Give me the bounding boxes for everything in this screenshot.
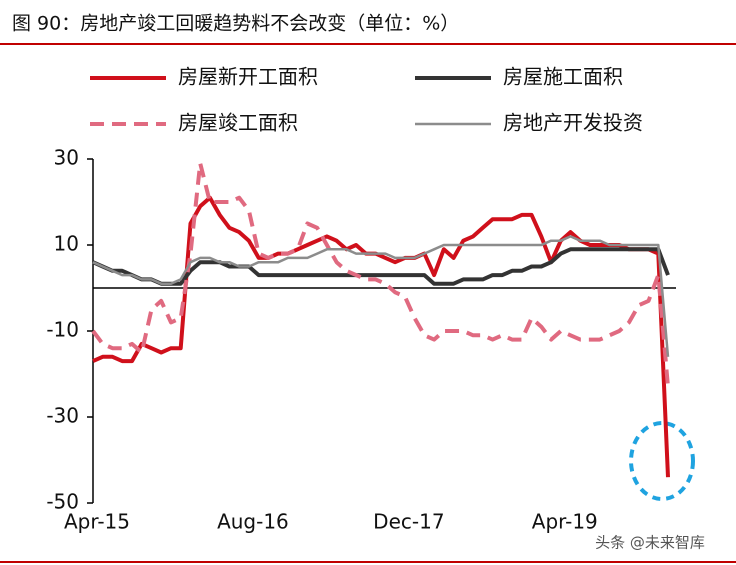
highlight-ellipse [629, 421, 695, 501]
legend-label: 房屋竣工面积 [178, 111, 298, 135]
y-tick-label: -50 [46, 490, 79, 514]
x-tick-label: Aug-16 [217, 510, 289, 534]
legend-label: 房地产开发投资 [503, 111, 643, 135]
x-tick-label: Apr-19 [532, 510, 598, 534]
chart-title: 图 90：房地产竣工回暖趋势料不会改变（单位：%） [12, 13, 459, 35]
legend-label: 房屋施工面积 [503, 65, 623, 89]
y-tick-label: -10 [46, 318, 79, 342]
series-line [92, 235, 670, 357]
y-tick-label: 10 [54, 232, 79, 256]
series-line [92, 195, 670, 478]
series-line [92, 247, 670, 286]
x-tick-label: Apr-15 [64, 510, 130, 534]
x-tick-label: Dec-17 [373, 510, 444, 534]
legend-label: 房屋新开工面积 [178, 65, 318, 89]
y-tick-label: -30 [46, 404, 79, 428]
y-tick-label: 30 [54, 146, 79, 170]
watermark: 头条 @未来智库 [595, 534, 705, 552]
